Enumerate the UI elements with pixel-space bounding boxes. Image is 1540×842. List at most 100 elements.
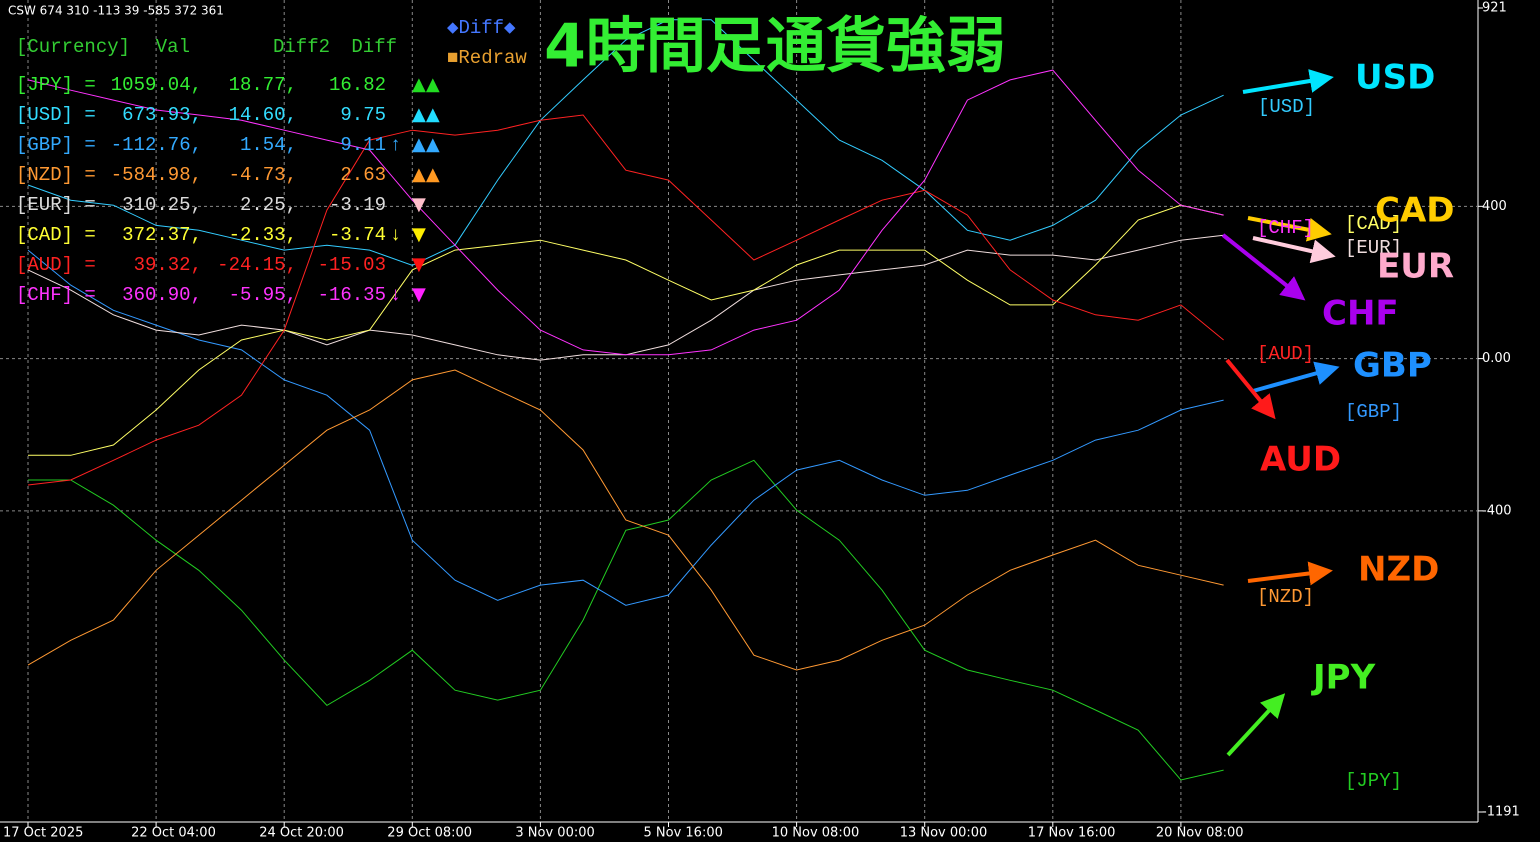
row-mark: ▲▲ xyxy=(412,74,440,95)
series-line xyxy=(27,249,1224,606)
row-diff: -16.35 xyxy=(318,284,386,306)
row-val: 360.90, xyxy=(122,284,202,306)
row-mark: ▲▲ xyxy=(412,164,440,185)
table-header: Diff xyxy=(351,36,397,58)
row-label: [CAD] = xyxy=(16,224,96,246)
series-name: [CHF] xyxy=(1257,217,1314,239)
info-table: [Currency] Val Diff2 Diff [JPY] = 1059.04, 18.… xyxy=(16,36,440,306)
series-name: [AUD] xyxy=(1257,343,1314,365)
series-name: [GBP] xyxy=(1345,401,1402,423)
series-line xyxy=(27,19,1224,266)
series-line xyxy=(27,369,1224,671)
row-label: [NZD] = xyxy=(16,164,96,186)
series-name: [NZD] xyxy=(1257,586,1314,608)
x-tick-label: 3 Nov 00:00 xyxy=(515,826,594,841)
header-text: CSW 674 310 -113 39 -585 372 361 xyxy=(8,4,224,18)
arrow xyxy=(1247,216,1332,242)
row-diff2: -2.33, xyxy=(229,224,297,246)
x-tick-label: 20 Nov 08:00 xyxy=(1156,826,1244,841)
row-mark: ▼ xyxy=(412,224,426,245)
row-diff2: 18.77, xyxy=(229,74,297,96)
row-diff2: 1.54, xyxy=(240,134,297,156)
legend-item: ◆Diff◆ xyxy=(447,17,516,39)
y-tick-label: -400 xyxy=(1482,503,1512,518)
row-diff: 9.75 xyxy=(340,104,386,126)
currency-annotation: EUR xyxy=(1377,247,1454,287)
x-tick-label: 17 Oct 2025 xyxy=(3,826,83,841)
row-diff: -15.03 xyxy=(318,254,386,276)
currency-annotation: USD xyxy=(1355,58,1435,98)
y-tick-label: 400 xyxy=(1482,199,1507,214)
row-arrow: ↑ xyxy=(390,134,401,156)
arrow xyxy=(1252,361,1340,393)
currency-annotation: GBP xyxy=(1353,346,1432,386)
row-label: [GBP] = xyxy=(16,134,96,156)
arrow xyxy=(1247,561,1333,586)
row-mark: ▼ xyxy=(412,254,426,275)
row-val: -584.98, xyxy=(111,164,202,186)
row-diff2: 2.25, xyxy=(240,194,297,216)
chart-title: 4時間足通貨強弱 xyxy=(544,12,1006,82)
series-line xyxy=(27,114,1224,486)
series-name: [EUR] xyxy=(1345,237,1402,259)
arrow xyxy=(1252,236,1336,264)
arrows xyxy=(1221,69,1340,757)
x-tick-label: 24 Oct 20:00 xyxy=(259,826,344,841)
currency-annotation: NZD xyxy=(1358,550,1439,590)
series-line xyxy=(27,69,1224,356)
x-tick-label: 17 Nov 16:00 xyxy=(1028,826,1116,841)
row-arrow: ↓ xyxy=(390,224,401,246)
series-name: [CAD] xyxy=(1345,213,1402,235)
row-val: 39.32, xyxy=(134,254,202,276)
x-tick-label: 22 Oct 04:00 xyxy=(131,826,216,841)
row-diff2: 14.60, xyxy=(229,104,297,126)
row-diff: 16.82 xyxy=(329,74,386,96)
series-line xyxy=(28,204,1224,456)
table-header: Diff2 xyxy=(273,36,330,58)
row-mark: ▼ xyxy=(412,284,426,305)
row-arrow: ↓ xyxy=(390,284,401,306)
arrow xyxy=(1221,233,1306,301)
series-name: [JPY] xyxy=(1345,770,1402,792)
table-header: Val xyxy=(156,36,190,58)
row-diff2: -4.73, xyxy=(229,164,297,186)
row-mark: ▲▲ xyxy=(412,104,440,125)
y-tick-label: 921 xyxy=(1482,1,1507,16)
row-label: [USD] = xyxy=(16,104,96,126)
row-val: 673.93, xyxy=(122,104,202,126)
x-tick-label: 13 Nov 00:00 xyxy=(900,826,988,841)
row-label: [AUD] = xyxy=(16,254,96,276)
arrow xyxy=(1226,693,1286,757)
row-diff2: -5.95, xyxy=(229,284,297,306)
annotations: [JPY] [USD] [GBP] [NZD] [EUR][CAD] [AUD] [CHF]… xyxy=(1257,58,1455,793)
row-label: [JPY] = xyxy=(16,74,96,96)
arrow xyxy=(1242,69,1334,94)
table-header: [Currency] xyxy=(16,36,130,58)
row-diff: 9.11 xyxy=(340,134,386,156)
series-name: [USD] xyxy=(1258,96,1315,118)
row-diff: -3.19 xyxy=(329,194,386,216)
row-label: [CHF] = xyxy=(16,284,96,306)
series-line xyxy=(28,459,1224,781)
currency-annotation: AUD xyxy=(1260,440,1341,480)
currency-annotation: CAD xyxy=(1375,191,1455,231)
x-tick-label: 29 Oct 08:00 xyxy=(387,826,472,841)
y-tick-label: -1191 xyxy=(1482,805,1520,820)
currency-annotation: JPY xyxy=(1311,658,1376,698)
arrow xyxy=(1225,358,1276,420)
row-diff: 2.63 xyxy=(340,164,386,186)
row-mark: ▼ xyxy=(412,194,426,215)
currency-annotation: CHF xyxy=(1322,294,1399,334)
lines xyxy=(27,19,1224,781)
row-val: 372.37, xyxy=(122,224,202,246)
row-mark: ▲▲ xyxy=(412,134,440,155)
legend-item: ■Redraw xyxy=(447,47,527,69)
row-label: [EUR] = xyxy=(16,194,96,216)
x-tick-label: 10 Nov 08:00 xyxy=(772,826,860,841)
row-diff2: -24.15, xyxy=(217,254,297,276)
row-val: -112.76, xyxy=(111,134,202,156)
